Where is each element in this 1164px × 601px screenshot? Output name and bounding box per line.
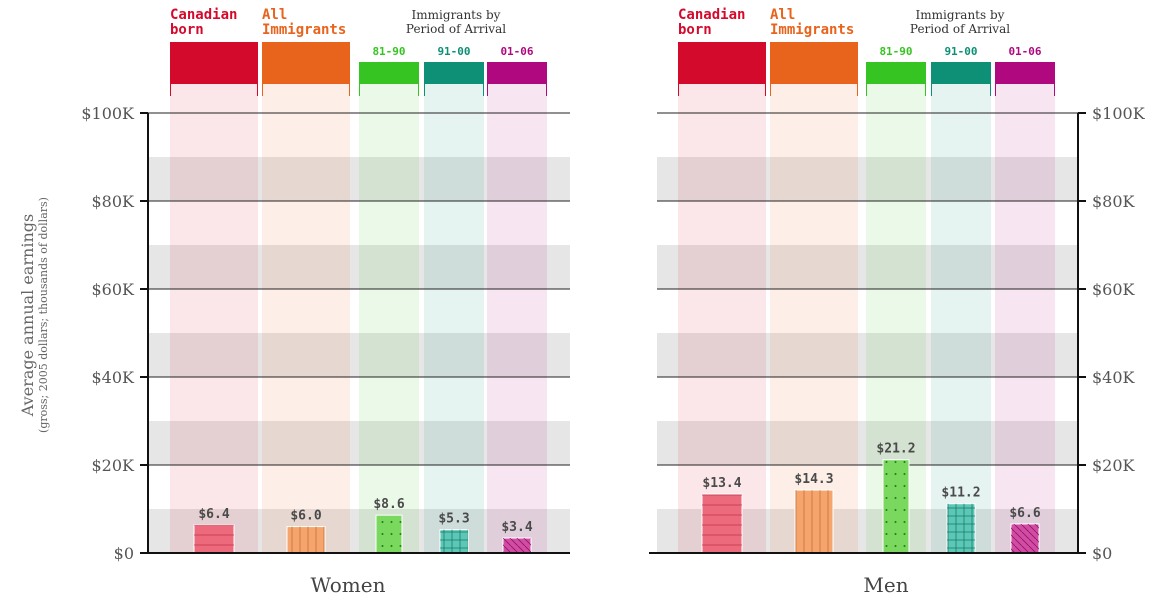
bar-pattern-canadian_born-women <box>194 524 234 553</box>
header-81-90-men: 81-90 <box>879 45 913 58</box>
header-all-immigrants-men: All Immigrants <box>770 7 855 38</box>
data-label-p2-men: $11.2 <box>941 486 980 501</box>
header-block-canadian_born-men <box>678 42 766 84</box>
y-tick-label-women: $60K <box>92 280 136 299</box>
y-tick-label-men: $80K <box>1092 192 1136 211</box>
header-block-p1-women <box>359 62 419 84</box>
bar-pattern-p3-women <box>503 538 531 553</box>
column-band-p2-men <box>931 84 991 553</box>
header-block-p2-women <box>424 62 484 84</box>
header-block-p1-men <box>866 62 926 84</box>
y-tick-label-men: $40K <box>1092 368 1136 387</box>
bar-pattern-p2-men <box>947 503 975 553</box>
bar-pattern-p2-women <box>440 529 468 553</box>
y-tick-label-men: $100K <box>1092 104 1146 123</box>
data-label-p3-men: $6.6 <box>1009 506 1040 521</box>
header-block-p3-women <box>487 62 547 84</box>
bar-pattern-p1-men <box>883 459 909 553</box>
header-period-group-men: Immigrants by Period of Arrival <box>860 8 1060 36</box>
header-01-06-men: 01-06 <box>1008 45 1042 58</box>
panel-title-men: Men <box>863 573 909 597</box>
data-label-p1-men: $21.2 <box>876 442 915 457</box>
data-label-p1-women: $8.6 <box>373 497 404 512</box>
bar-pattern-all_immigrants-women <box>287 526 325 553</box>
y-tick-label-women: $20K <box>92 456 136 475</box>
header-period-group-women: Immigrants by Period of Arrival <box>356 8 556 36</box>
column-band-p3-men <box>995 84 1055 553</box>
column-band-canadian_born-women <box>170 84 258 553</box>
column-band-all_immigrants-men <box>770 84 858 553</box>
bar-pattern-all_immigrants-men <box>795 490 833 553</box>
header-91-00-men: 91-00 <box>944 45 978 58</box>
grid-band-women <box>148 421 570 465</box>
y-tick-label-men: $60K <box>1092 280 1136 299</box>
grid-band-men <box>657 421 1078 465</box>
period-group-line-2: Immigrants by Period of Arrival <box>909 8 1011 36</box>
column-band-all_immigrants-women <box>262 84 350 553</box>
data-label-all_immigrants-men: $14.3 <box>794 472 833 487</box>
column-band-p1-women <box>359 84 419 553</box>
grid-band-men <box>657 333 1078 377</box>
header-81-90-women: 81-90 <box>372 45 406 58</box>
column-band-p3-women <box>487 84 547 553</box>
grid-band-men <box>657 157 1078 201</box>
column-band-p2-women <box>424 84 484 553</box>
y-axis-label: Average annual earnings <box>18 213 37 417</box>
header-91-00-women: 91-00 <box>437 45 471 58</box>
header-block-p3-men <box>995 62 1055 84</box>
column-band-canadian_born-men <box>678 84 766 553</box>
header-block-canadian_born-women <box>170 42 258 84</box>
header-canadian-born-women: Canadian born <box>170 7 238 38</box>
panel-title-women: Women <box>310 573 386 597</box>
bar-pattern-canadian_born-men <box>702 494 742 553</box>
header-block-all_immigrants-women <box>262 42 350 84</box>
data-label-all_immigrants-women: $6.0 <box>290 509 321 524</box>
bar-pattern-p1-women <box>376 515 402 553</box>
y-tick-label-men: $20K <box>1092 456 1136 475</box>
period-group-line-1: Immigrants by Period of Arrival <box>405 8 507 36</box>
grid-band-women <box>148 245 570 289</box>
y-tick-label-men: $0 <box>1092 544 1112 563</box>
bar-pattern-p3-men <box>1011 523 1039 553</box>
header-all-immigrants-women: All Immigrants <box>262 7 347 38</box>
data-label-p2-women: $5.3 <box>438 512 469 527</box>
y-axis-sublabel: (gross; 2005 dollars; thousands of dolla… <box>37 197 50 433</box>
header-block-p2-men <box>931 62 991 84</box>
header-canadian-born-men: Canadian born <box>678 7 746 38</box>
grid-band-women <box>148 333 570 377</box>
data-label-canadian_born-men: $13.4 <box>702 476 741 491</box>
grid-band-men <box>657 245 1078 289</box>
y-tick-label-women: $40K <box>92 368 136 387</box>
data-label-canadian_born-women: $6.4 <box>198 507 229 522</box>
header-block-all_immigrants-men <box>770 42 858 84</box>
y-tick-label-women: $100K <box>81 104 135 123</box>
y-tick-label-women: $0 <box>114 544 134 563</box>
data-label-p3-women: $3.4 <box>501 520 532 535</box>
header-01-06-women: 01-06 <box>500 45 534 58</box>
grid-band-women <box>148 157 570 201</box>
y-tick-label-women: $80K <box>92 192 136 211</box>
